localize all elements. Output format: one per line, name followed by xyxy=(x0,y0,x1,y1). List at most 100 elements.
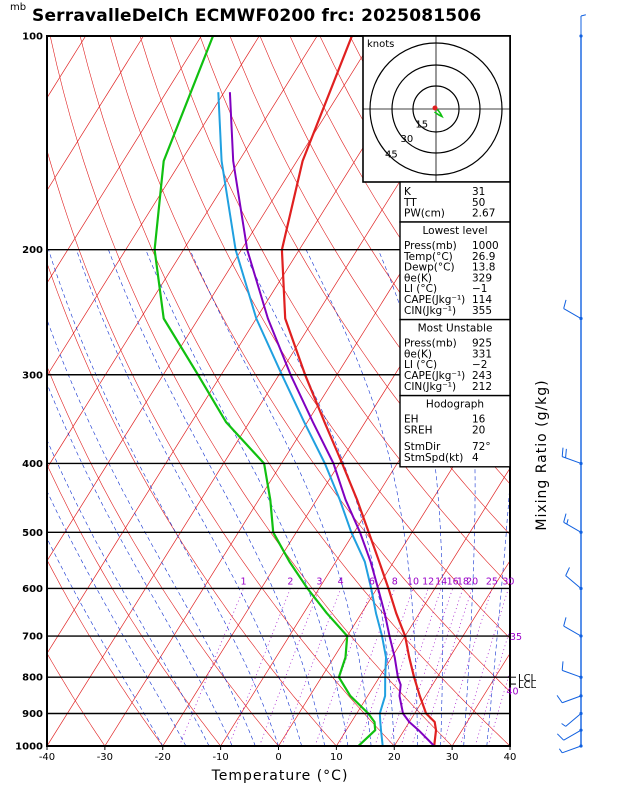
wind-barb-flag xyxy=(563,513,567,523)
wind-barb-flag xyxy=(561,723,566,727)
isotherm-line xyxy=(47,36,144,192)
dry-adiabat-line xyxy=(139,36,510,639)
moist-adiabat-line xyxy=(47,490,187,746)
basic-index-value: 31 xyxy=(472,186,485,198)
basic-index-label: TT xyxy=(403,197,417,209)
basic-indices-box xyxy=(399,181,511,223)
wind-profile xyxy=(556,14,586,754)
isotherm-line xyxy=(47,36,260,377)
hodograph-param-row-label: SREH xyxy=(404,424,433,436)
mixing-ratio-line xyxy=(421,588,473,746)
pressure-unit-label: mb xyxy=(10,2,27,13)
pressure-tick-label: 700 xyxy=(22,632,43,643)
pressure-tick-label: 600 xyxy=(22,584,43,595)
temperature-profile xyxy=(280,36,438,746)
basic-index-value: 50 xyxy=(472,197,485,209)
dry-adiabat-line xyxy=(79,36,510,746)
hodograph-param-row-value: 20 xyxy=(472,424,485,436)
hodograph-param-row-label: EH xyxy=(404,414,419,426)
mixing-ratio-label: 12 xyxy=(422,576,434,587)
most-unstable-row-value: 925 xyxy=(472,338,492,350)
lcl-label: LCL xyxy=(518,680,537,691)
x-axis-title: Temperature (°C) xyxy=(211,768,349,784)
moist-adiabat-line xyxy=(189,249,372,746)
hodograph-params-box xyxy=(399,394,511,468)
most-unstable-row-value: 331 xyxy=(472,348,492,360)
hodograph-ring-label: 30 xyxy=(401,134,414,145)
mixing-ratio-label: 18 xyxy=(457,576,469,587)
pressure-tick-label: 500 xyxy=(22,528,43,539)
dry-adiabat-line xyxy=(49,36,453,746)
mixing-ratio-label: 10 xyxy=(407,576,419,587)
moist-adiabat-line xyxy=(242,249,395,746)
hodograph-trace xyxy=(434,108,444,119)
wind-barb-flag xyxy=(566,519,569,525)
wind-barb-flag xyxy=(565,448,567,458)
lowest-level-header: Lowest level xyxy=(422,225,487,237)
wind-barb-flag xyxy=(580,14,586,17)
most-unstable-row-label: CIN(Jkg⁻¹) xyxy=(404,381,456,393)
storm-motion-marker xyxy=(432,105,438,111)
lowest-level-row-label: Temp(°C) xyxy=(403,251,453,263)
storm-param-label: StmSpd(kt) xyxy=(404,452,463,464)
wind-barb-shaft xyxy=(562,456,582,464)
wind-barb-flag xyxy=(565,567,570,576)
mixing-ratio-line xyxy=(228,588,291,746)
mixing-ratio-label: 6 xyxy=(369,576,375,587)
mixing-ratio-label: 14 xyxy=(435,576,447,587)
hodograph-params-header: Hodograph xyxy=(426,399,484,411)
dry-adiabat-line xyxy=(590,36,618,746)
basic-index-label: PW(cm) xyxy=(404,208,445,220)
moist-adiabat-line xyxy=(108,249,326,746)
moist-adiabat-line xyxy=(47,318,256,746)
temperature-tick-label: 0 xyxy=(275,752,281,763)
isotherm-line xyxy=(47,36,202,284)
storm-param-value: 4 xyxy=(472,452,479,464)
hodograph-ring-label: 15 xyxy=(415,119,428,130)
most-unstable-box xyxy=(399,318,511,397)
storm-param-value: 72° xyxy=(472,441,491,453)
wind-barb-shaft xyxy=(565,575,582,589)
mixing-ratio-label: 25 xyxy=(486,576,498,587)
lcl-label: LCL xyxy=(518,673,537,684)
dewpoint-profile xyxy=(153,36,377,746)
moist-adiabat-line xyxy=(47,537,164,746)
lowest-level-row-label: CIN(Jkg⁻¹) xyxy=(404,305,456,317)
wind-barb-flag xyxy=(561,661,564,671)
wind-barb-shaft xyxy=(563,729,582,741)
wind-barb-shaft xyxy=(562,695,582,704)
temperature-tick-label: 10 xyxy=(330,752,343,763)
wind-barb-shaft xyxy=(563,521,582,533)
mixing-ratio-label: 20 xyxy=(466,576,478,587)
mixing-ratio-label: 4 xyxy=(338,576,344,587)
mixing-ratio-label: 35 xyxy=(510,632,522,643)
most-unstable-row-label: Press(mb) xyxy=(404,338,457,350)
lowest-level-row-label: LI (°C) xyxy=(404,283,437,295)
lowest-level-row-value: 355 xyxy=(472,305,492,317)
isotherm-line xyxy=(162,189,510,746)
temperature-tick-label: -30 xyxy=(97,752,113,763)
moist-adiabat-line xyxy=(47,439,210,746)
dry-adiabat-line xyxy=(47,365,279,746)
hodograph-param-row-value: 16 xyxy=(472,414,486,426)
lowest-level-row-value: 1000 xyxy=(472,240,499,252)
mixing-ratio-label: 8 xyxy=(392,576,398,587)
temperature-tick-label: -40 xyxy=(39,752,55,763)
lowest-level-row-value: 329 xyxy=(472,272,492,284)
most-unstable-row-label: LI (°C) xyxy=(404,359,437,371)
mixing-ratio-line xyxy=(259,588,320,746)
mixing-ratio-label: 40 xyxy=(506,686,518,697)
pressure-tick-label: 900 xyxy=(22,709,43,720)
lowest-level-row-value: 26.9 xyxy=(472,251,495,263)
temperature-tick-label: 40 xyxy=(504,752,517,763)
lowest-level-row-value: 13.8 xyxy=(472,262,495,274)
mixing-ratio-label: 2 xyxy=(287,576,293,587)
isotherm-line xyxy=(393,560,510,746)
pressure-tick-label: 100 xyxy=(22,32,43,43)
indices-table: K 31 TT 50 PW(cm) 2.67 Lowest level Press(mb) 10… xyxy=(399,181,511,468)
moist-adiabat-line xyxy=(48,249,279,746)
wind-barb-shaft xyxy=(563,308,582,319)
mixing-ratio-line xyxy=(474,627,510,746)
temperature-tick-label: -10 xyxy=(212,752,228,763)
